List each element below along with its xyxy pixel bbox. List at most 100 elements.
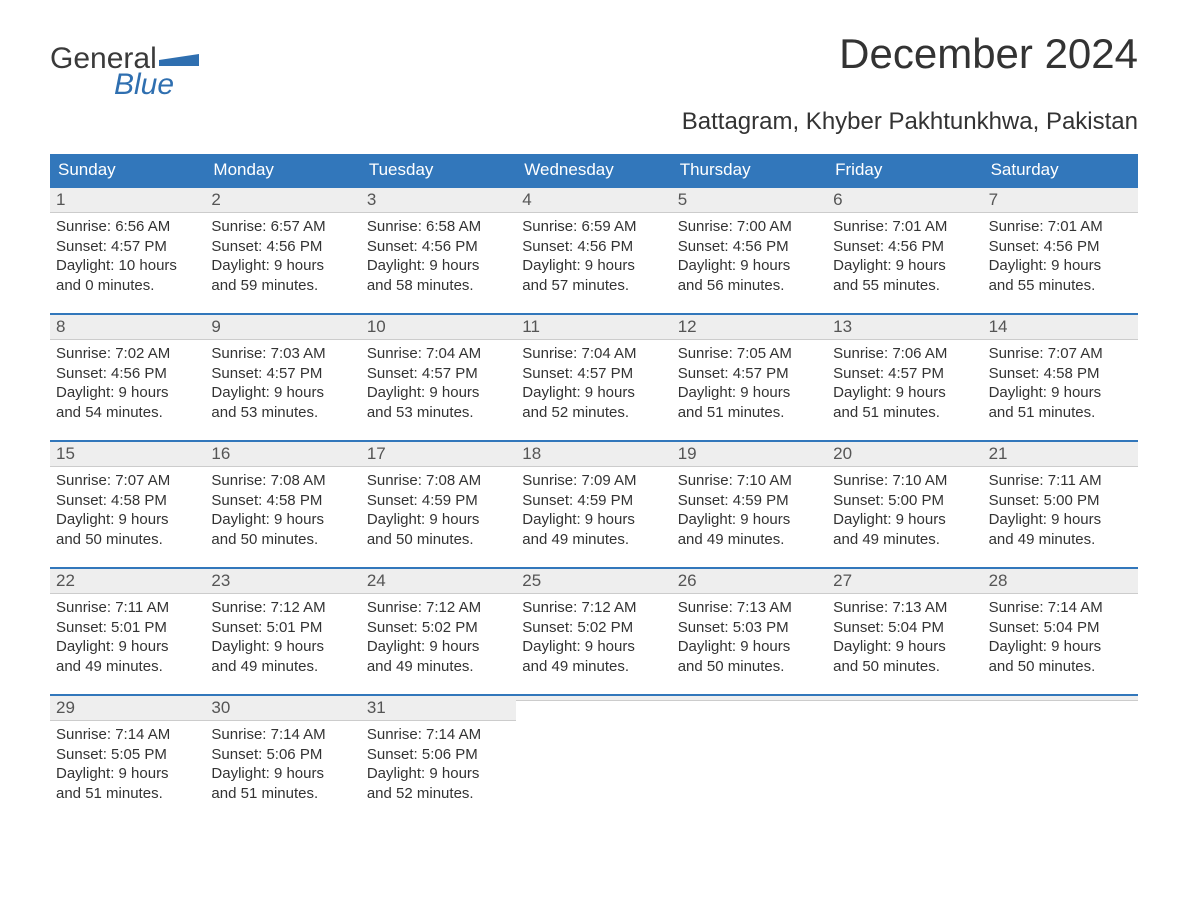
day-number: 18 [516, 442, 671, 466]
day-sunrise: Sunrise: 7:14 AM [56, 725, 199, 745]
day-sunset: Sunset: 5:04 PM [989, 618, 1132, 638]
week-row: 1Sunrise: 6:56 AMSunset: 4:57 PMDaylight… [50, 186, 1138, 301]
day-daylight2: and 50 minutes. [678, 657, 821, 677]
day-daylight2: and 49 minutes. [522, 657, 665, 677]
day-daylight1: Daylight: 9 hours [989, 510, 1132, 530]
weekday-header: Sunday Monday Tuesday Wednesday Thursday… [50, 154, 1138, 186]
day-daylight2: and 49 minutes. [367, 657, 510, 677]
day-daylight2: and 0 minutes. [56, 276, 199, 296]
day-number: 23 [205, 569, 360, 593]
day-number: 12 [672, 315, 827, 339]
day-sunrise: Sunrise: 7:07 AM [56, 471, 199, 491]
day-sunset: Sunset: 5:02 PM [367, 618, 510, 638]
day-cell: 2Sunrise: 6:57 AMSunset: 4:56 PMDaylight… [205, 188, 360, 301]
day-daylight1: Daylight: 9 hours [833, 510, 976, 530]
day-cell: 6Sunrise: 7:01 AMSunset: 4:56 PMDaylight… [827, 188, 982, 301]
day-daylight1: Daylight: 9 hours [989, 256, 1132, 276]
day-sunrise: Sunrise: 7:14 AM [989, 598, 1132, 618]
day-sunset: Sunset: 5:02 PM [522, 618, 665, 638]
weekday-thursday: Thursday [672, 154, 827, 186]
day-sunset: Sunset: 4:56 PM [522, 237, 665, 257]
day-body: Sunrise: 7:00 AMSunset: 4:56 PMDaylight:… [672, 213, 827, 301]
day-cell: 8Sunrise: 7:02 AMSunset: 4:56 PMDaylight… [50, 315, 205, 428]
day-body: Sunrise: 7:01 AMSunset: 4:56 PMDaylight:… [827, 213, 982, 301]
day-sunrise: Sunrise: 7:01 AM [989, 217, 1132, 237]
day-number: 17 [361, 442, 516, 466]
day-sunset: Sunset: 5:01 PM [211, 618, 354, 638]
day-daylight1: Daylight: 9 hours [522, 510, 665, 530]
day-daylight2: and 49 minutes. [989, 530, 1132, 550]
day-daylight2: and 49 minutes. [833, 530, 976, 550]
day-sunset: Sunset: 4:59 PM [678, 491, 821, 511]
day-sunset: Sunset: 4:59 PM [522, 491, 665, 511]
day-daylight2: and 55 minutes. [833, 276, 976, 296]
day-sunrise: Sunrise: 7:10 AM [833, 471, 976, 491]
day-sunrise: Sunrise: 6:58 AM [367, 217, 510, 237]
day-sunrise: Sunrise: 7:14 AM [211, 725, 354, 745]
day-daylight2: and 59 minutes. [211, 276, 354, 296]
day-body: Sunrise: 7:02 AMSunset: 4:56 PMDaylight:… [50, 340, 205, 428]
day-daylight2: and 49 minutes. [56, 657, 199, 677]
day-number: 13 [827, 315, 982, 339]
day-sunset: Sunset: 4:58 PM [56, 491, 199, 511]
day-daylight1: Daylight: 9 hours [678, 383, 821, 403]
day-cell: 24Sunrise: 7:12 AMSunset: 5:02 PMDayligh… [361, 569, 516, 682]
day-body: Sunrise: 7:10 AMSunset: 5:00 PMDaylight:… [827, 467, 982, 555]
day-body: Sunrise: 7:12 AMSunset: 5:02 PMDaylight:… [361, 594, 516, 682]
day-daylight1: Daylight: 9 hours [833, 383, 976, 403]
day-daylight1: Daylight: 9 hours [678, 510, 821, 530]
day-daylight2: and 50 minutes. [367, 530, 510, 550]
day-sunrise: Sunrise: 7:12 AM [522, 598, 665, 618]
day-cell: 11Sunrise: 7:04 AMSunset: 4:57 PMDayligh… [516, 315, 671, 428]
day-daylight1: Daylight: 9 hours [522, 637, 665, 657]
calendar: Sunday Monday Tuesday Wednesday Thursday… [50, 154, 1138, 809]
day-cell: 26Sunrise: 7:13 AMSunset: 5:03 PMDayligh… [672, 569, 827, 682]
day-body: Sunrise: 6:59 AMSunset: 4:56 PMDaylight:… [516, 213, 671, 301]
day-cell [983, 696, 1138, 809]
day-sunset: Sunset: 4:56 PM [833, 237, 976, 257]
day-daylight1: Daylight: 9 hours [833, 637, 976, 657]
day-cell: 25Sunrise: 7:12 AMSunset: 5:02 PMDayligh… [516, 569, 671, 682]
day-sunset: Sunset: 5:00 PM [989, 491, 1132, 511]
day-daylight2: and 51 minutes. [56, 784, 199, 804]
day-sunset: Sunset: 4:57 PM [678, 364, 821, 384]
day-sunrise: Sunrise: 7:04 AM [522, 344, 665, 364]
day-number: 5 [672, 188, 827, 212]
day-body: Sunrise: 7:14 AMSunset: 5:06 PMDaylight:… [361, 721, 516, 809]
day-body: Sunrise: 7:14 AMSunset: 5:05 PMDaylight:… [50, 721, 205, 809]
day-daylight2: and 49 minutes. [522, 530, 665, 550]
day-cell: 4Sunrise: 6:59 AMSunset: 4:56 PMDaylight… [516, 188, 671, 301]
day-sunrise: Sunrise: 7:00 AM [678, 217, 821, 237]
day-daylight1: Daylight: 9 hours [211, 510, 354, 530]
day-number: 26 [672, 569, 827, 593]
day-daylight1: Daylight: 9 hours [211, 637, 354, 657]
day-daylight2: and 55 minutes. [989, 276, 1132, 296]
day-number: 31 [361, 696, 516, 720]
day-number: 8 [50, 315, 205, 339]
day-number: 24 [361, 569, 516, 593]
day-daylight2: and 51 minutes. [678, 403, 821, 423]
weekday-friday: Friday [827, 154, 982, 186]
day-cell [827, 696, 982, 809]
weekday-wednesday: Wednesday [516, 154, 671, 186]
day-daylight1: Daylight: 9 hours [211, 764, 354, 784]
week-row: 8Sunrise: 7:02 AMSunset: 4:56 PMDaylight… [50, 313, 1138, 428]
day-cell: 27Sunrise: 7:13 AMSunset: 5:04 PMDayligh… [827, 569, 982, 682]
day-number: 9 [205, 315, 360, 339]
day-cell: 12Sunrise: 7:05 AMSunset: 4:57 PMDayligh… [672, 315, 827, 428]
day-daylight2: and 56 minutes. [678, 276, 821, 296]
day-daylight2: and 51 minutes. [211, 784, 354, 804]
day-cell: 13Sunrise: 7:06 AMSunset: 4:57 PMDayligh… [827, 315, 982, 428]
day-daylight1: Daylight: 9 hours [211, 383, 354, 403]
day-body: Sunrise: 7:12 AMSunset: 5:01 PMDaylight:… [205, 594, 360, 682]
day-number: 22 [50, 569, 205, 593]
day-cell [516, 696, 671, 809]
day-body: Sunrise: 7:04 AMSunset: 4:57 PMDaylight:… [516, 340, 671, 428]
day-sunrise: Sunrise: 7:01 AM [833, 217, 976, 237]
weekday-saturday: Saturday [983, 154, 1138, 186]
day-daylight1: Daylight: 9 hours [989, 383, 1132, 403]
day-sunrise: Sunrise: 7:06 AM [833, 344, 976, 364]
day-number: 3 [361, 188, 516, 212]
day-sunset: Sunset: 4:56 PM [56, 364, 199, 384]
day-number: 10 [361, 315, 516, 339]
